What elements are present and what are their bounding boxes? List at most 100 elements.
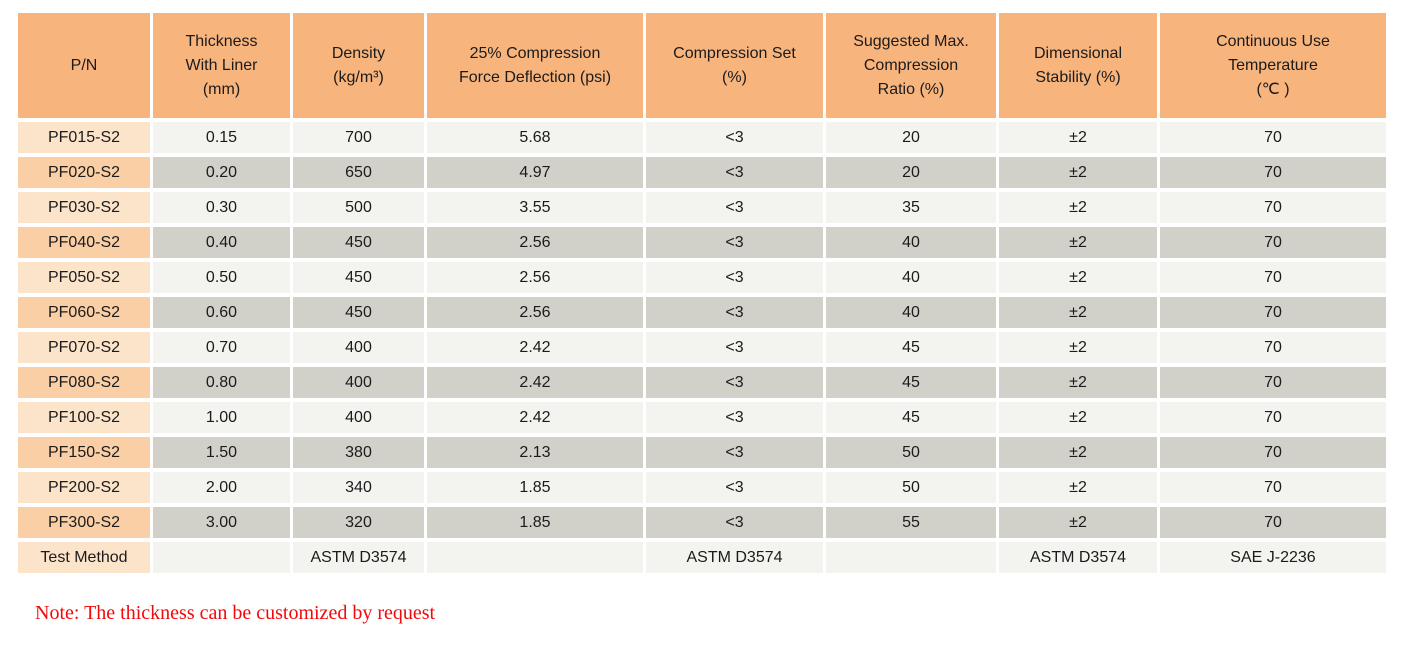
value-cell: 0.60	[153, 297, 290, 328]
value-cell: ±2	[999, 262, 1157, 293]
value-cell: 70	[1160, 122, 1386, 153]
column-header-continuous-use-temp: Continuous Use Temperature (℃ )	[1160, 13, 1386, 118]
value-cell: <3	[646, 437, 823, 468]
value-cell: 2.13	[427, 437, 643, 468]
value-cell: 3.00	[153, 507, 290, 538]
table-row: PF050-S2 0.50 450 2.56 <3 40 ±2 70	[18, 262, 1386, 293]
value-cell: ±2	[999, 402, 1157, 433]
table-row: PF015-S2 0.15 700 5.68 <3 20 ±2 70	[18, 122, 1386, 153]
table-row: PF150-S2 1.50 380 2.13 <3 50 ±2 70	[18, 437, 1386, 468]
value-cell: SAE J-2236	[1160, 542, 1386, 573]
column-header-max-compression: Suggested Max. Compression Ratio (%)	[826, 13, 996, 118]
table-row: PF020-S2 0.20 650 4.97 <3 20 ±2 70	[18, 157, 1386, 188]
column-header-density: Density (kg/m³)	[293, 13, 424, 118]
value-cell: 0.70	[153, 332, 290, 363]
pn-cell: PF080-S2	[18, 367, 150, 398]
value-cell: ±2	[999, 332, 1157, 363]
value-cell: 400	[293, 332, 424, 363]
pn-cell: PF060-S2	[18, 297, 150, 328]
value-cell: <3	[646, 122, 823, 153]
test-method-row: Test Method ASTM D3574 ASTM D3574 ASTM D357…	[18, 542, 1386, 573]
pn-cell: Test Method	[18, 542, 150, 573]
value-cell: 380	[293, 437, 424, 468]
table-row: PF070-S2 0.70 400 2.42 <3 45 ±2 70	[18, 332, 1386, 363]
value-cell: ±2	[999, 437, 1157, 468]
pn-cell: PF030-S2	[18, 192, 150, 223]
value-cell: ±2	[999, 122, 1157, 153]
value-cell: 40	[826, 227, 996, 258]
value-cell: ±2	[999, 192, 1157, 223]
value-cell: ASTM D3574	[999, 542, 1157, 573]
value-cell: 0.40	[153, 227, 290, 258]
table-row: PF030-S2 0.30 500 3.55 <3 35 ±2 70	[18, 192, 1386, 223]
product-spec-table: P/N Thickness With Liner (mm) Density (kg/m³)…	[15, 9, 1389, 577]
value-cell: ±2	[999, 157, 1157, 188]
value-cell: 400	[293, 367, 424, 398]
value-cell: 45	[826, 367, 996, 398]
value-cell: 70	[1160, 157, 1386, 188]
value-cell: <3	[646, 507, 823, 538]
value-cell: 0.30	[153, 192, 290, 223]
value-cell: 70	[1160, 507, 1386, 538]
value-cell: 1.50	[153, 437, 290, 468]
value-cell: 2.56	[427, 227, 643, 258]
value-cell: 2.42	[427, 402, 643, 433]
value-cell: 70	[1160, 367, 1386, 398]
value-cell: 45	[826, 402, 996, 433]
value-cell: ±2	[999, 507, 1157, 538]
value-cell: 3.55	[427, 192, 643, 223]
value-cell: <3	[646, 262, 823, 293]
value-cell: 70	[1160, 472, 1386, 503]
value-cell: ASTM D3574	[293, 542, 424, 573]
column-header-compression-force: 25% Compression Force Deflection (psi)	[427, 13, 643, 118]
value-cell: ASTM D3574	[646, 542, 823, 573]
value-cell: 70	[1160, 227, 1386, 258]
value-cell: 70	[1160, 192, 1386, 223]
value-cell: 320	[293, 507, 424, 538]
column-header-pn: P/N	[18, 13, 150, 118]
value-cell: <3	[646, 227, 823, 258]
value-cell: 0.15	[153, 122, 290, 153]
value-cell: 45	[826, 332, 996, 363]
value-cell: 40	[826, 262, 996, 293]
value-cell: 70	[1160, 437, 1386, 468]
table-header-row: P/N Thickness With Liner (mm) Density (kg/m³)…	[18, 13, 1386, 118]
pn-cell: PF040-S2	[18, 227, 150, 258]
table-row: PF080-S2 0.80 400 2.42 <3 45 ±2 70	[18, 367, 1386, 398]
thickness-note: Note: The thickness can be customized by…	[35, 602, 436, 624]
value-cell: 2.42	[427, 367, 643, 398]
value-cell: 2.56	[427, 262, 643, 293]
value-cell: 35	[826, 192, 996, 223]
pn-cell: PF300-S2	[18, 507, 150, 538]
value-cell: 50	[826, 437, 996, 468]
value-cell: 1.85	[427, 472, 643, 503]
value-cell: <3	[646, 472, 823, 503]
value-cell: 400	[293, 402, 424, 433]
value-cell: 20	[826, 122, 996, 153]
value-cell: ±2	[999, 297, 1157, 328]
value-cell: 340	[293, 472, 424, 503]
value-cell: 450	[293, 297, 424, 328]
table-row: PF300-S2 3.00 320 1.85 <3 55 ±2 70	[18, 507, 1386, 538]
table-row: PF060-S2 0.60 450 2.56 <3 40 ±2 70	[18, 297, 1386, 328]
value-cell: 5.68	[427, 122, 643, 153]
value-cell: <3	[646, 192, 823, 223]
value-cell	[427, 542, 643, 573]
value-cell: 700	[293, 122, 424, 153]
value-cell: 500	[293, 192, 424, 223]
value-cell: 70	[1160, 297, 1386, 328]
value-cell: 450	[293, 262, 424, 293]
pn-cell: PF150-S2	[18, 437, 150, 468]
value-cell: <3	[646, 157, 823, 188]
value-cell: 0.20	[153, 157, 290, 188]
value-cell: 55	[826, 507, 996, 538]
value-cell: <3	[646, 367, 823, 398]
value-cell: 2.56	[427, 297, 643, 328]
table-row: PF200-S2 2.00 340 1.85 <3 50 ±2 70	[18, 472, 1386, 503]
value-cell: 2.42	[427, 332, 643, 363]
value-cell	[153, 542, 290, 573]
table-row: PF100-S2 1.00 400 2.42 <3 45 ±2 70	[18, 402, 1386, 433]
value-cell: 1.85	[427, 507, 643, 538]
value-cell: 0.50	[153, 262, 290, 293]
value-cell: 50	[826, 472, 996, 503]
